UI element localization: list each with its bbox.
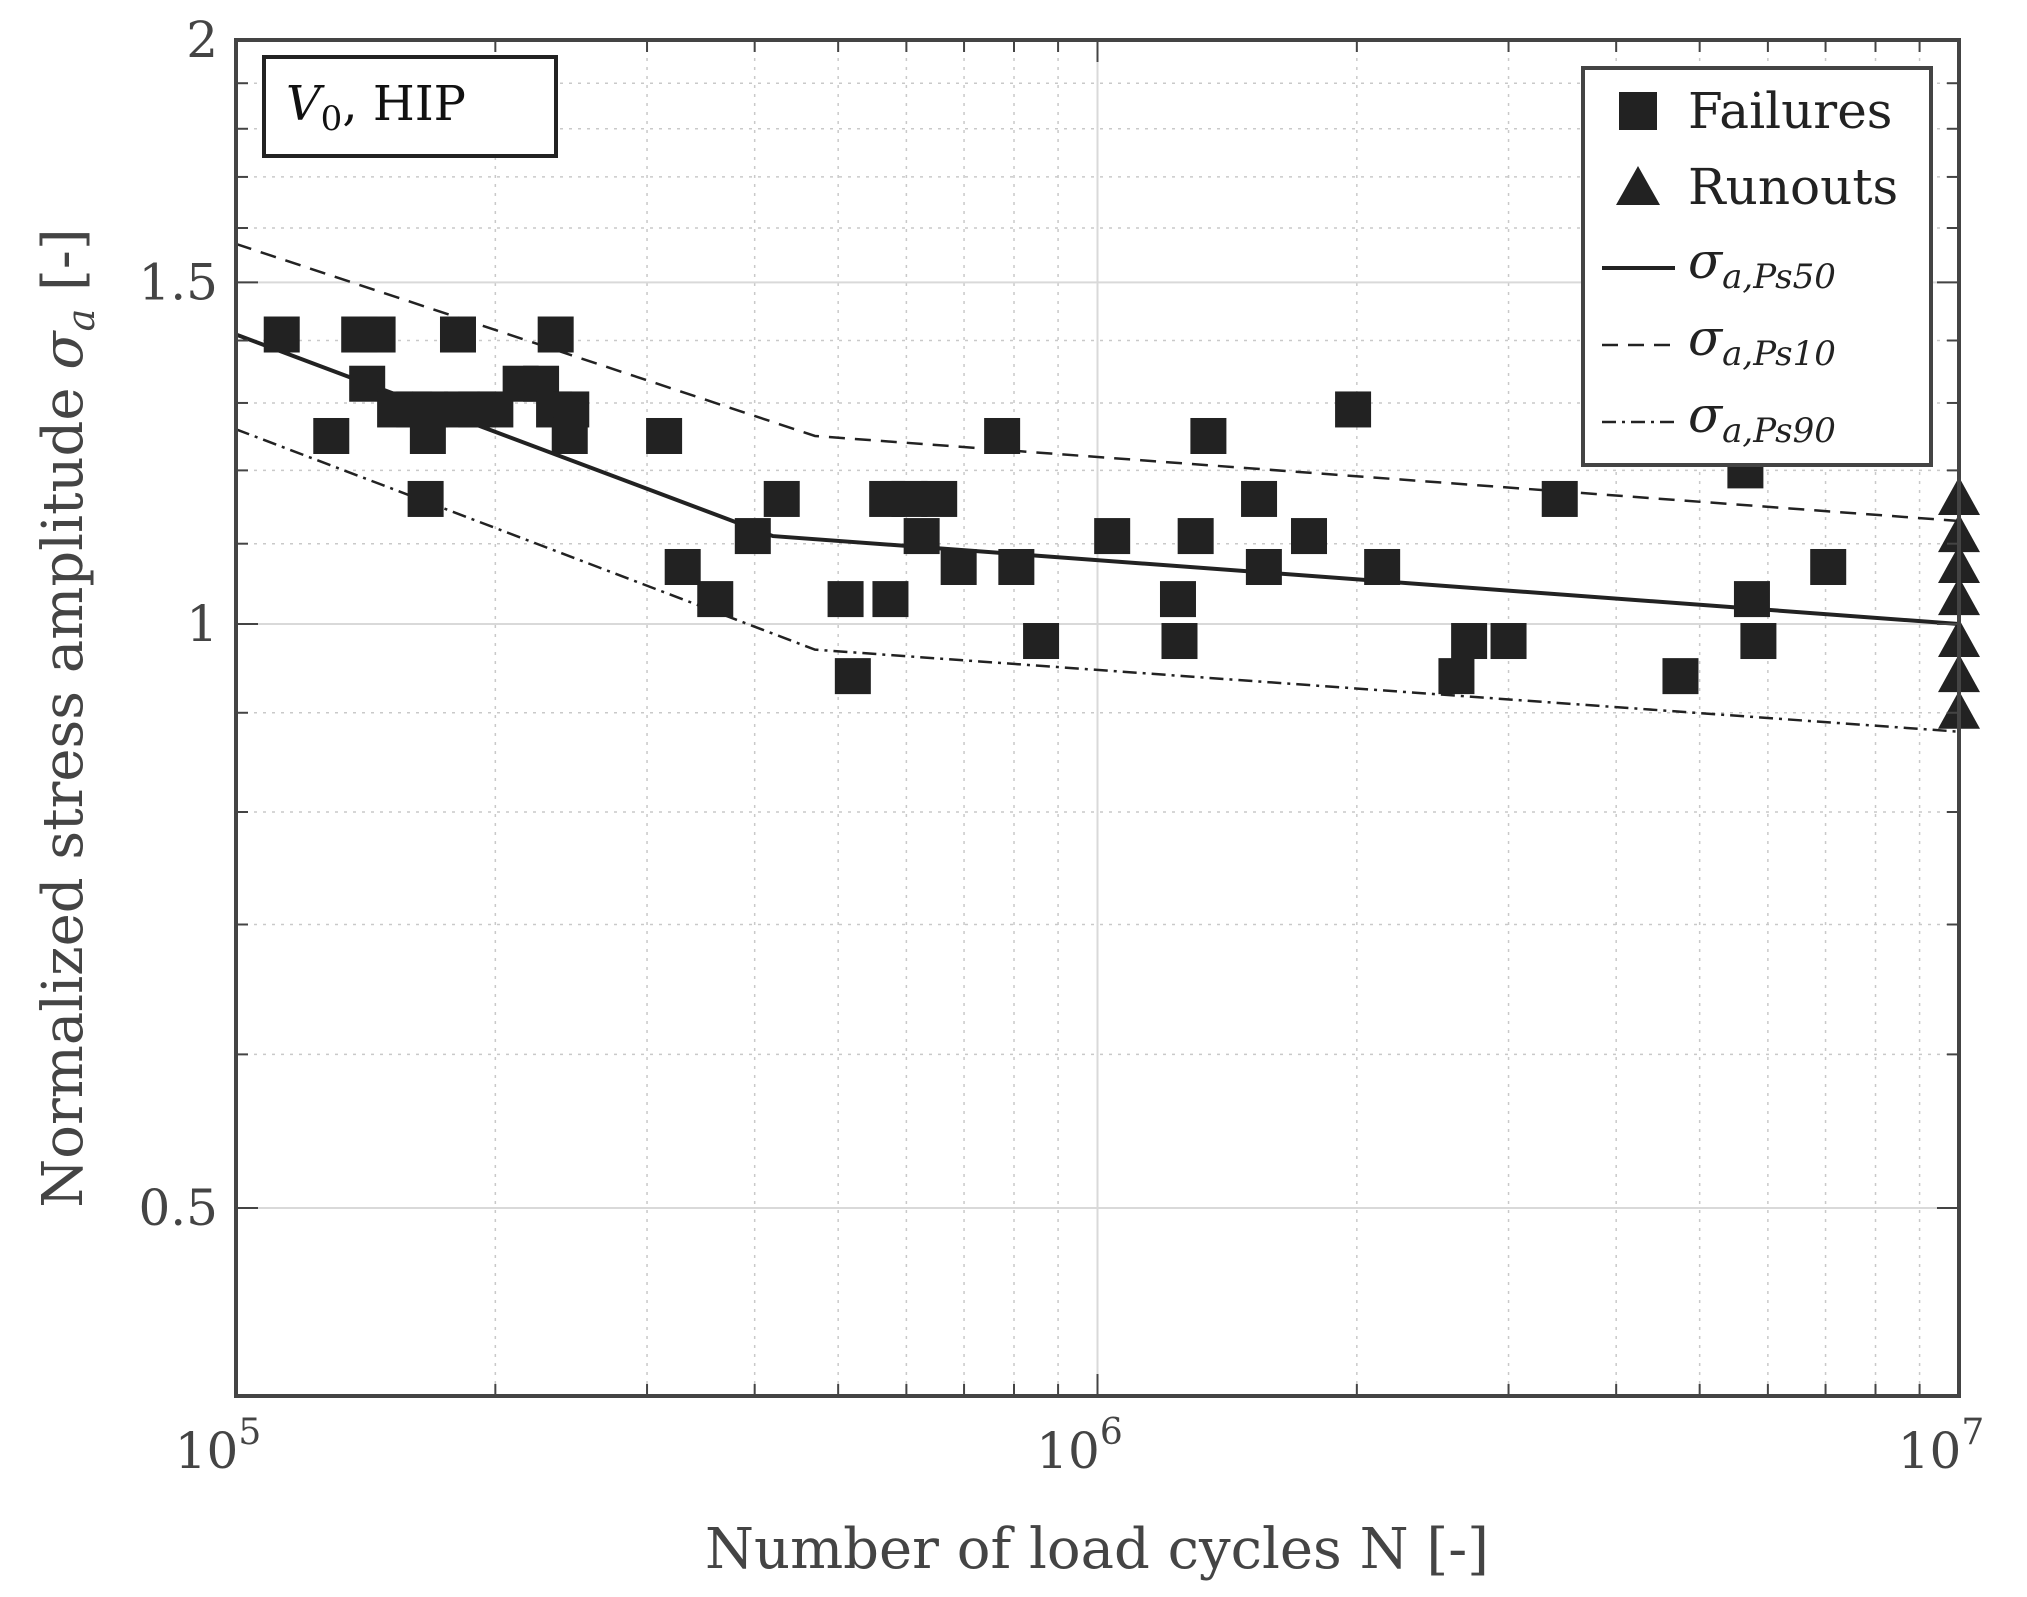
legend-ps90-symbol: σ — [1688, 386, 1724, 444]
failure-point — [734, 518, 771, 555]
failure-point — [872, 581, 909, 618]
annotation-text: V0, HIP — [286, 76, 466, 139]
failure-point — [551, 417, 588, 454]
x-axis-title: Number of load cycles N [-] — [705, 1517, 1489, 1582]
failure-point — [1190, 417, 1227, 454]
failure-point — [1291, 518, 1328, 555]
failure-point — [1335, 391, 1372, 428]
failure-point — [1245, 548, 1282, 585]
legend-ps50-subscript: a,Ps50 — [1722, 257, 1836, 297]
failure-point — [313, 417, 350, 454]
annotation-symbol: V — [286, 76, 325, 132]
x-tick-label-exponent: 7 — [1961, 1412, 1984, 1453]
failure-point — [537, 316, 574, 353]
y-tick-label: 2 — [186, 11, 218, 69]
legend-ps50-label: σa,Ps50 — [1688, 232, 1836, 297]
legend-ps10-symbol: σ — [1688, 309, 1724, 367]
data-series — [235, 242, 1980, 733]
legend-runouts-label: Runouts — [1688, 158, 1898, 216]
legend-ps90-subscript: a,Ps90 — [1722, 411, 1836, 451]
failure-point — [1490, 623, 1527, 660]
legend-ps50-symbol: σ — [1688, 232, 1724, 290]
failure-point — [697, 581, 734, 618]
x-tick-label-base: 10 — [1036, 1422, 1100, 1480]
failure-point — [903, 518, 940, 555]
curve-dashed — [235, 242, 1960, 523]
failure-point — [664, 548, 701, 585]
failure-point — [1161, 623, 1198, 660]
failure-point — [984, 417, 1021, 454]
failure-point — [1094, 518, 1131, 555]
y-tick-label: 0.5 — [138, 1179, 218, 1237]
failure-point — [1177, 518, 1214, 555]
legend-failures-label: Failures — [1688, 82, 1892, 140]
failure-point — [1451, 623, 1488, 660]
x-tick-label: 106 — [1036, 1412, 1123, 1480]
failure-point — [827, 581, 864, 618]
legend-runouts-marker — [1616, 166, 1660, 205]
y-axis-title-text: Normalized stress amplitude — [31, 387, 96, 1207]
y-axis-sigma-symbol: σ — [31, 330, 96, 370]
annotation-subscript: 0 — [321, 99, 343, 139]
y-tick-label: 1.5 — [138, 253, 218, 311]
legend-failures-marker — [1619, 92, 1657, 130]
failure-point — [646, 417, 683, 454]
failure-point — [407, 480, 444, 517]
y-axis-unit: [-] — [31, 228, 96, 291]
y-axis-title-space — [31, 370, 96, 388]
failure-point — [1159, 581, 1196, 618]
failure-point — [409, 417, 446, 454]
x-tick-label: 105 — [175, 1412, 262, 1480]
failure-point — [1662, 658, 1699, 695]
x-tick-label-exponent: 5 — [238, 1412, 261, 1453]
annotation-frame — [262, 55, 558, 158]
failure-point — [763, 480, 800, 517]
failure-point — [439, 316, 476, 353]
failure-point — [1438, 658, 1475, 695]
failure-point — [1740, 623, 1777, 660]
x-tick-label-base: 10 — [1898, 1422, 1962, 1480]
failure-point — [1733, 581, 1770, 618]
y-axis-sigma-subscript: a — [59, 309, 103, 332]
failure-point — [263, 316, 300, 353]
y-axis-title-space-2 — [31, 291, 96, 309]
failure-point — [940, 548, 977, 585]
failure-point — [921, 480, 958, 517]
y-tick-label: 1 — [186, 595, 218, 653]
annotation-box: V0, HIP — [262, 55, 558, 158]
failure-point — [998, 548, 1035, 585]
failure-point — [359, 316, 396, 353]
failure-point — [1364, 548, 1401, 585]
x-tick-label: 107 — [1898, 1412, 1985, 1480]
annotation-rest: , HIP — [342, 76, 466, 132]
failure-point — [834, 658, 871, 695]
failure-point — [1541, 480, 1578, 517]
legend-ps90-label: σa,Ps90 — [1688, 386, 1836, 451]
x-tick-label-exponent: 6 — [1100, 1412, 1123, 1453]
failure-point — [1241, 480, 1278, 517]
legend: Failures Runouts σa,Ps50 σa,Ps10 σa,Ps90 — [1581, 66, 1933, 467]
y-axis-title: Normalized stress amplitude σa [-] — [31, 228, 103, 1207]
legend-ps10-subscript: a,Ps10 — [1722, 334, 1836, 374]
failure-point — [1023, 623, 1060, 660]
legend-ps10-label: σa,Ps10 — [1688, 309, 1836, 374]
failure-point — [1810, 548, 1847, 585]
x-tick-label-base: 10 — [175, 1422, 239, 1480]
